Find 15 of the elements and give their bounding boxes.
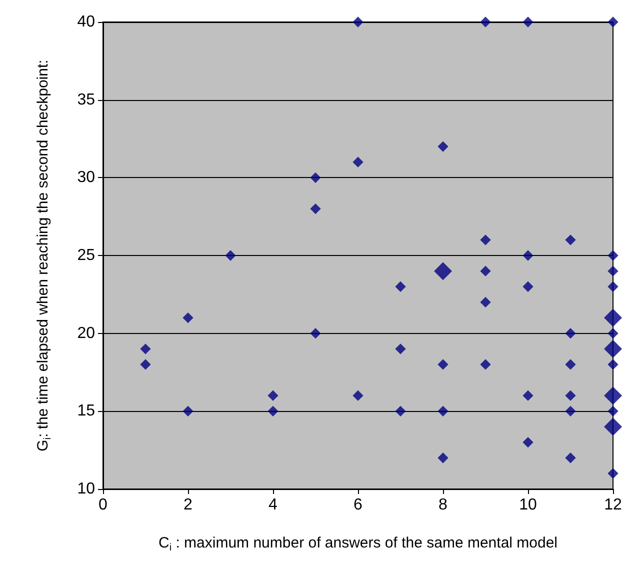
- x-tick-label: 4: [268, 496, 278, 514]
- x-tick-label: 12: [604, 496, 622, 514]
- x-tick-label: 2: [184, 496, 193, 514]
- y-tick-label: 10: [77, 480, 96, 498]
- y-tick-label: 20: [77, 324, 96, 342]
- y-tick-label: 30: [77, 169, 96, 186]
- x-tick-label: 6: [354, 496, 363, 514]
- y-tick-label: 40: [77, 14, 96, 30]
- x-tick-label: 0: [98, 496, 108, 514]
- y-tick-label: 25: [77, 247, 96, 264]
- x-tick-label: 8: [438, 496, 448, 514]
- x-tick-label: 10: [519, 496, 537, 514]
- y-axis-title: Gi: the time elapsed when reaching the second checkpoint:: [34, 60, 54, 452]
- y-tick-label: 35: [77, 91, 96, 108]
- y-tick-label: 15: [77, 402, 96, 420]
